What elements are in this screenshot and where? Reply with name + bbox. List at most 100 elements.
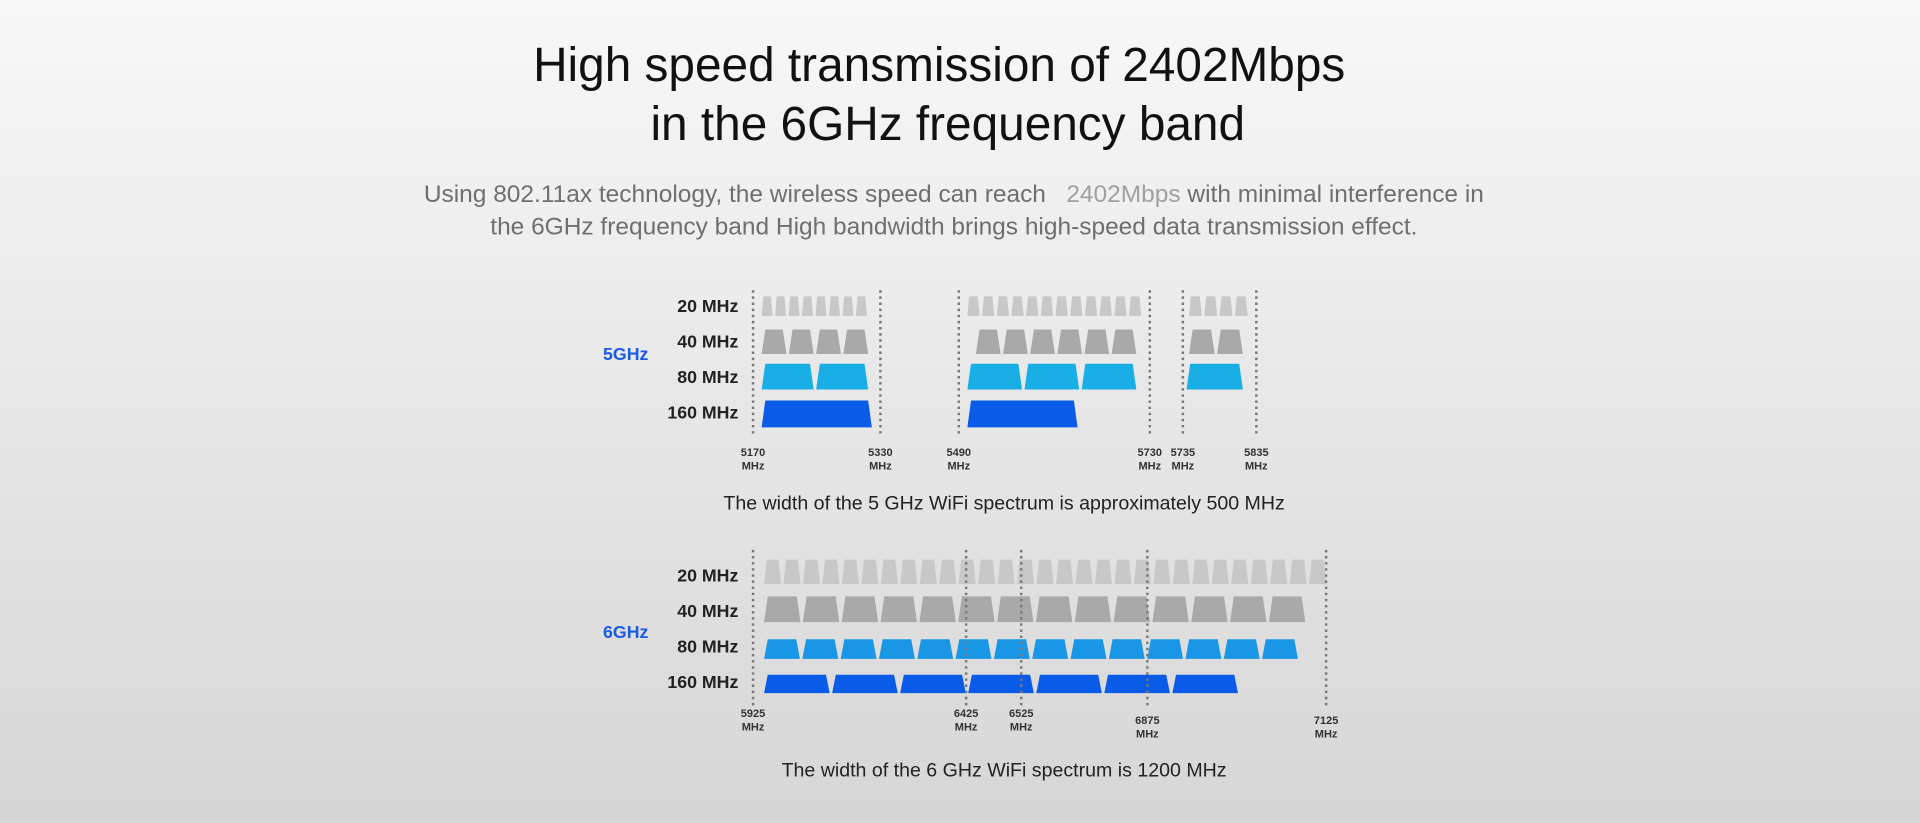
channel-block [1081, 363, 1137, 390]
channel-block [1070, 296, 1083, 316]
channel-block [993, 639, 1030, 659]
row-label: 20 MHz [677, 296, 738, 316]
channel-block [802, 639, 839, 659]
channel-block [761, 400, 872, 428]
channel-block [900, 674, 966, 694]
channel-block [1070, 639, 1107, 659]
frequency-unit: MHz [1136, 729, 1159, 741]
channel-block [967, 400, 1078, 428]
channel-block [1204, 296, 1218, 316]
channel-block [1211, 559, 1229, 585]
channel-block [1153, 559, 1171, 585]
channel-block [1250, 559, 1268, 585]
channel-block [1003, 329, 1028, 354]
description-highlight: 2402Mbps [1066, 181, 1180, 208]
row-label: 160 MHz [667, 672, 738, 692]
channel-block [764, 596, 801, 623]
channel-block [1113, 596, 1150, 623]
channel-block [1036, 674, 1102, 694]
channel-block [1084, 296, 1098, 316]
channel-block [1192, 559, 1210, 585]
frequency-value: 5925 [741, 708, 766, 720]
channel-block [841, 559, 859, 585]
channel-block [1055, 296, 1068, 316]
channel-block [1040, 296, 1054, 316]
channel-block [1056, 559, 1074, 585]
channel-block [967, 296, 980, 316]
channel-block [1084, 329, 1110, 354]
channel-block [1219, 296, 1233, 316]
channel-block [1188, 329, 1215, 354]
channel-block [1094, 559, 1113, 585]
channel-block [1032, 639, 1069, 659]
channel-block [855, 296, 867, 316]
channel-block [982, 296, 995, 316]
channel-block [1114, 296, 1127, 316]
description-text: Using 802.11ax technology, the wireless … [424, 181, 1046, 208]
frequency-unit: MHz [869, 461, 892, 473]
channel-block [1017, 559, 1035, 585]
channel-block [1074, 596, 1112, 623]
band-label: 5GHz [603, 344, 648, 364]
channel-block [1268, 596, 1306, 623]
row-label: 40 MHz [677, 332, 738, 352]
frequency-value: 6875 [1135, 715, 1160, 727]
channel-block [775, 296, 787, 316]
channel-block [996, 296, 1009, 316]
row-label: 160 MHz [667, 403, 738, 423]
channel-block [1057, 329, 1083, 354]
channel-block [841, 596, 879, 623]
channel-block [1152, 596, 1189, 623]
channel-block [1024, 363, 1080, 390]
channel-block [1231, 559, 1249, 585]
caption: The width of the 6 GHz WiFi spectrum is … [782, 760, 1227, 782]
band-label: 6GHz [603, 622, 648, 642]
channel-block [761, 329, 787, 354]
channel-block [1026, 296, 1039, 316]
channel-block [880, 596, 917, 623]
frequency-value: 5330 [868, 447, 893, 459]
frequency-value: 5730 [1138, 447, 1163, 459]
channel-block [879, 639, 915, 659]
channel-block [955, 639, 992, 659]
channel-block [1217, 329, 1243, 354]
row-label: 80 MHz [677, 637, 738, 657]
channel-block [802, 596, 840, 623]
channel-block [939, 559, 957, 585]
channel-block [828, 296, 840, 316]
channel-block [802, 296, 814, 316]
channel-block [1099, 296, 1112, 316]
frequency-unit: MHz [742, 461, 765, 473]
channel-block [1035, 596, 1073, 623]
channel-block [816, 363, 869, 390]
channel-block [861, 559, 879, 585]
frequency-unit: MHz [1010, 721, 1033, 733]
frequency-unit: MHz [1138, 461, 1161, 473]
channel-block [816, 329, 841, 354]
channel-block [1172, 674, 1238, 694]
channel-block [958, 596, 995, 623]
frequency-unit: MHz [1245, 461, 1268, 473]
description-text: with minimal interference in [1186, 181, 1483, 208]
description: the 6GHz frequency band High bandwidth b… [490, 213, 1417, 240]
channel-block [919, 559, 937, 585]
channel-block [1114, 559, 1132, 585]
channel-block [1111, 329, 1137, 354]
channel-block [1230, 596, 1267, 623]
caption: The width of the 5 GHz WiFi spectrum is … [723, 493, 1284, 515]
channel-block [764, 639, 800, 659]
channel-block [788, 329, 814, 354]
row-label: 20 MHz [677, 565, 738, 585]
channel-block [1172, 559, 1190, 585]
frequency-value: 7125 [1314, 715, 1339, 727]
channel-block [815, 296, 827, 316]
channel-block [958, 559, 976, 585]
frequency-unit: MHz [1315, 729, 1338, 741]
channel-block [842, 296, 854, 316]
channel-block [761, 296, 773, 316]
channel-block [1223, 639, 1260, 659]
channel-block [1133, 559, 1151, 585]
channel-block [1011, 296, 1024, 316]
channel-block [822, 559, 840, 585]
title: High speed transmission of 2402Mbps [533, 39, 1345, 92]
